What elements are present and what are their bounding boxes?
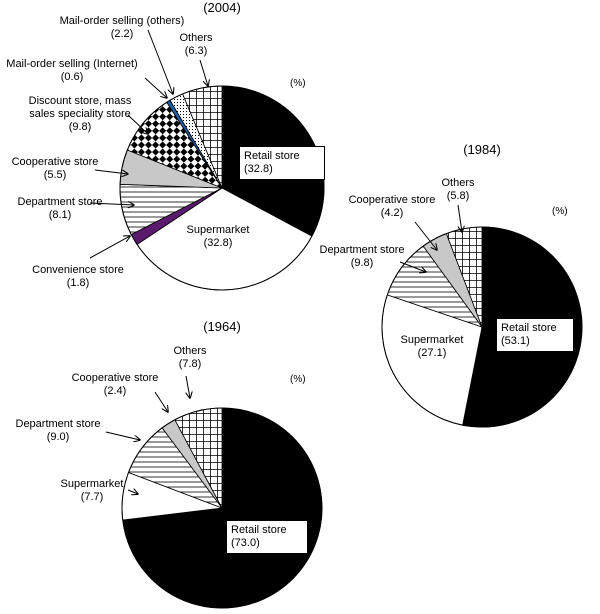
slice-label: Discount store, mass sales speciality st… <box>18 95 143 134</box>
value-label: (5.8) <box>446 190 470 202</box>
slice-label: Department store (8.1) <box>5 196 115 222</box>
value-label: (7.7) <box>80 491 104 503</box>
value-label: (7.8) <box>178 358 202 370</box>
pie-outline <box>119 85 325 291</box>
category-name: Others <box>179 32 213 44</box>
category-name: Retail store <box>244 150 300 162</box>
value-label: (32.8) <box>203 237 233 249</box>
slice-label: Department store (9.8) <box>312 244 412 270</box>
category-name: Department store <box>15 418 101 430</box>
category-name: Cooperative store <box>71 372 159 384</box>
leader-arrow <box>147 29 173 94</box>
slice-label: Supermarket (7.7) <box>47 478 137 504</box>
slice-label: Mail-order selling (Internet) (0.6) <box>2 58 142 84</box>
leader-arrow <box>94 169 128 174</box>
category-name: Others <box>441 177 475 189</box>
category-name: Mail-order selling (others) <box>59 15 185 27</box>
value-label: (0.6) <box>60 71 84 83</box>
value-label: (5.5) <box>43 169 67 181</box>
category-name: Discount store, mass sales speciality st… <box>28 95 132 120</box>
value-label: (2.2) <box>110 28 134 40</box>
chart-title: (2004) <box>203 0 241 15</box>
value-label: (9.8) <box>68 121 92 133</box>
leader-arrow <box>105 431 140 440</box>
slice-label: Others (7.8) <box>160 345 220 371</box>
category-name: Mail-order selling (Internet) <box>6 58 138 70</box>
leader-arrow <box>186 375 190 398</box>
value-label: (8.1) <box>48 209 72 221</box>
value-label: (27.1) <box>417 347 447 359</box>
value-label: (6.3) <box>184 45 208 57</box>
value-label: (53.1) <box>501 335 530 347</box>
leader-arrow <box>199 59 208 86</box>
unit-label: (%) <box>552 206 568 217</box>
slice-label: Cooperative store (5.5) <box>0 156 110 182</box>
slice-label: Cooperative store (2.4) <box>65 372 165 398</box>
leader-arrow <box>89 203 134 205</box>
value-label: (9.8) <box>350 257 374 269</box>
slice-label: Department store (9.0) <box>8 418 108 444</box>
leader-arrow <box>89 236 130 259</box>
chart-title: (1984) <box>463 142 501 157</box>
leader-arrow <box>127 490 138 494</box>
category-name: Convenience store <box>32 264 124 276</box>
slice-label: Convenience store (1.8) <box>23 264 133 290</box>
category-name: Cooperative store <box>348 194 436 206</box>
unit-label: (%) <box>290 374 306 385</box>
value-label: (32.8) <box>244 163 273 175</box>
slice-label: Supermarket (27.1) <box>387 334 477 360</box>
value-label: (9.0) <box>46 431 70 443</box>
leader-arrow <box>127 114 148 134</box>
leader-arrow <box>414 221 437 250</box>
leader-arrow <box>144 77 167 98</box>
value-label: (1.8) <box>66 277 90 289</box>
value-label: (4.2) <box>380 207 404 219</box>
slice-label: Others (5.8) <box>428 177 488 203</box>
slice-label: Retail store (73.0) <box>226 520 308 554</box>
category-name: Department store <box>319 244 405 256</box>
slice-label: Retail store (53.1) <box>496 318 574 352</box>
slice-label: Supermarket (32.8) <box>173 224 263 250</box>
value-label: (2.4) <box>103 385 127 397</box>
category-name: Supermarket <box>60 478 124 490</box>
slice-label: Mail-order selling (others) (2.2) <box>47 15 197 41</box>
leader-arrow <box>154 391 168 412</box>
category-name: Retail store <box>501 322 557 334</box>
category-name: Cooperative store <box>11 156 99 168</box>
slice-label: Retail store (32.8) <box>239 146 325 180</box>
pie-outline <box>121 407 323 609</box>
category-name: Supermarket <box>400 334 464 346</box>
chart-title: (1964) <box>203 319 241 334</box>
category-name: Retail store <box>231 524 287 536</box>
leader-arrow <box>399 261 426 272</box>
category-name: Others <box>173 345 207 357</box>
category-name: Supermarket <box>186 224 250 236</box>
slice-label: Cooperative store (4.2) <box>342 194 442 220</box>
leader-arrow <box>457 204 462 232</box>
unit-label: (%) <box>290 78 306 89</box>
slice-label: Others (6.3) <box>166 32 226 58</box>
value-label: (73.0) <box>231 537 260 549</box>
pie-outline <box>381 226 583 428</box>
category-name: Department store <box>17 196 103 208</box>
